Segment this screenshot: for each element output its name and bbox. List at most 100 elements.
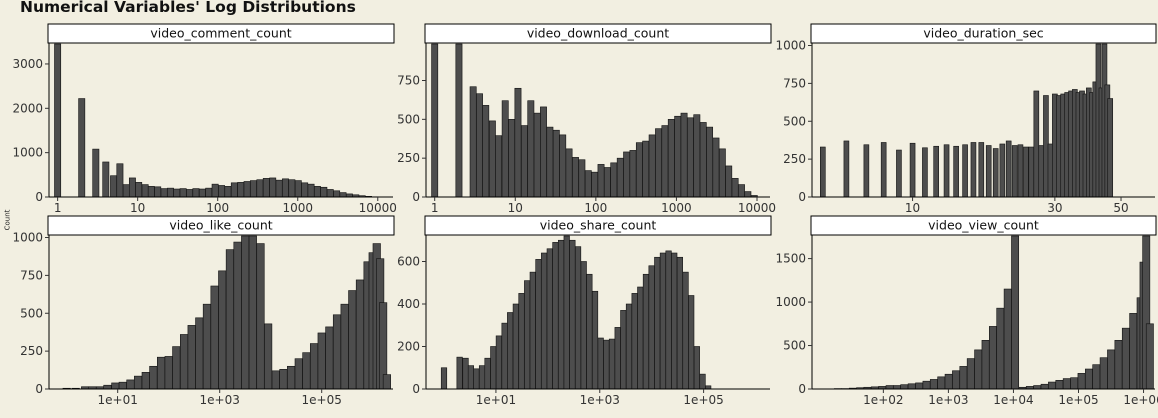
- x-tick-label: 1000: [661, 201, 692, 215]
- histogram-bar: [966, 358, 975, 390]
- histogram-bar: [1107, 98, 1114, 198]
- histogram-bar: [909, 142, 916, 198]
- histogram-bar: [533, 112, 541, 198]
- histogram-bar: [256, 179, 264, 198]
- facet-strip-label: video_duration_sec: [923, 26, 1043, 41]
- histogram-bar: [339, 192, 347, 198]
- histogram-bar: [501, 100, 509, 198]
- histogram-bar: [999, 143, 1006, 198]
- histogram-bar: [546, 126, 554, 198]
- histogram-bar: [172, 346, 181, 390]
- histogram-bar: [467, 365, 474, 390]
- facet-panel: video_view_count 0 500 1000 1500 1e+02 1e+03 1e…: [775, 215, 1158, 407]
- facet-panel: video_share_count 0 200 400 600 1e+01 1e+03 1e+…: [397, 215, 772, 407]
- histogram-bar: [78, 98, 86, 198]
- histogram-bar: [1121, 327, 1130, 390]
- histogram-bar: [490, 346, 497, 390]
- histogram-bar: [1011, 145, 1018, 198]
- y-tick-label: 1000: [12, 146, 43, 160]
- histogram-bar: [122, 184, 130, 198]
- histogram-bar: [250, 180, 257, 198]
- histogram-bar: [578, 159, 586, 198]
- y-tick-label: 0: [412, 190, 420, 204]
- histogram-bar: [340, 303, 349, 390]
- y-tick-label: 1000: [775, 39, 806, 53]
- histogram-bar: [1107, 349, 1116, 390]
- histogram-bar: [431, 43, 439, 198]
- histogram-bar: [54, 43, 62, 198]
- histogram-bar: [959, 366, 968, 390]
- histogram-bar: [591, 171, 599, 198]
- histogram-bar: [563, 235, 570, 390]
- histogram-bar: [307, 183, 315, 198]
- histogram-bar: [682, 271, 689, 390]
- histogram-bar: [1062, 378, 1071, 390]
- histogram-bar: [648, 134, 656, 198]
- histogram-bar: [92, 148, 100, 198]
- histogram-bar: [248, 235, 257, 390]
- histogram-bar: [524, 280, 531, 390]
- histogram-bar: [230, 182, 238, 198]
- x-tick-label: 1e+03: [580, 393, 620, 407]
- histogram-bar: [455, 43, 463, 198]
- facet-panel: video_download_count 0 250 500 750 1 10 100 1000…: [397, 23, 776, 215]
- histogram-bar: [584, 170, 592, 198]
- histogram-bar: [167, 187, 174, 198]
- facet-strip-label: video_like_count: [169, 218, 272, 233]
- histogram-bar: [180, 334, 189, 390]
- histogram-bar: [614, 327, 621, 390]
- histogram-bar: [1092, 364, 1101, 390]
- histogram-bar: [880, 142, 887, 198]
- histogram-bar: [843, 140, 850, 198]
- histogram-bar: [952, 370, 960, 390]
- histogram-bar: [210, 285, 219, 390]
- histogram-bar: [933, 145, 939, 198]
- histogram-bar: [440, 367, 448, 390]
- histogram-bar: [198, 188, 206, 198]
- histogram-bar: [863, 144, 870, 198]
- histogram-bar: [333, 190, 341, 198]
- histogram-bar: [642, 273, 650, 390]
- histogram-bar: [591, 290, 599, 390]
- histogram-bar: [521, 125, 528, 198]
- histogram-bar: [1048, 381, 1056, 390]
- histogram-bar: [1040, 383, 1049, 390]
- histogram-bar: [985, 145, 992, 198]
- histogram-bar: [597, 337, 604, 390]
- histogram-bar: [179, 188, 187, 198]
- histogram-bar: [243, 181, 251, 198]
- histogram-bar: [275, 179, 283, 198]
- histogram-bar: [1028, 146, 1035, 198]
- x-tick-label: 1e+05: [1058, 393, 1098, 407]
- histogram-bar: [665, 250, 672, 390]
- x-tick-label: 100: [584, 201, 607, 215]
- histogram-bar: [974, 349, 983, 390]
- histogram-bar: [218, 270, 227, 390]
- x-tick-label: 1e+01: [476, 393, 516, 407]
- facet-strip: [424, 23, 772, 44]
- histogram-bar: [718, 148, 726, 198]
- histogram-bar: [1023, 146, 1029, 198]
- histogram-bar: [937, 376, 946, 390]
- histogram-bar: [885, 385, 894, 390]
- histogram-bar: [929, 379, 938, 390]
- histogram-bar: [680, 112, 688, 198]
- histogram-bar: [157, 356, 166, 390]
- histogram-bar: [915, 382, 924, 390]
- histogram-bar: [514, 87, 522, 198]
- histogram-bar: [269, 177, 277, 198]
- histogram-bar: [603, 339, 610, 390]
- histogram-bar: [484, 357, 491, 390]
- histogram-bar: [128, 177, 136, 198]
- x-tick-label: 1e+03: [200, 393, 240, 407]
- histogram-bar: [1055, 380, 1064, 390]
- histogram-bar: [1114, 340, 1123, 390]
- histogram-bar: [135, 182, 143, 198]
- facet-strip: [810, 23, 1157, 44]
- histogram-bar: [540, 106, 547, 198]
- facet-strip: [424, 215, 772, 236]
- y-tick-label: 2000: [12, 101, 43, 115]
- histogram-bar: [541, 252, 548, 390]
- histogram-bar: [546, 248, 553, 390]
- histogram-bar: [294, 358, 303, 390]
